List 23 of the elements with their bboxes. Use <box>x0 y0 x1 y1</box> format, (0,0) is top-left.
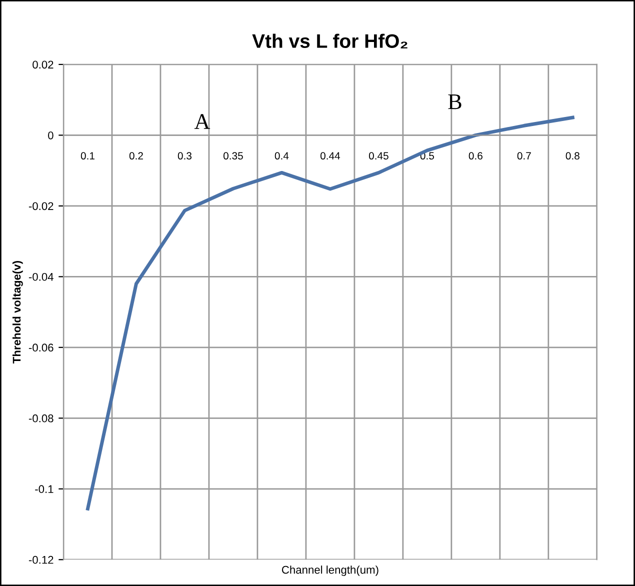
y-tick-label: 0 <box>48 131 54 140</box>
annotation: A <box>194 114 210 129</box>
y-tick-label: 0.02 <box>32 60 54 69</box>
y-tick-label: -0.08 <box>28 414 54 422</box>
x-tick-label: 0.6 <box>468 152 482 160</box>
x-tick-label: 0.44 <box>320 152 340 160</box>
y-tick-label: -0.04 <box>28 272 54 281</box>
x-tick-label: 0.45 <box>368 152 388 160</box>
chart-title: Vth vs L for HfO₂ <box>252 34 408 48</box>
x-tick-label: 0.35 <box>223 152 243 160</box>
y-tick-label: -0.02 <box>28 202 54 210</box>
x-tick-label: 0.8 <box>566 152 580 160</box>
y-tick-label: -0.1 <box>35 485 54 494</box>
x-axis-title: Channel length(um) <box>282 566 378 576</box>
x-tick-label: 0.4 <box>274 152 289 160</box>
x-tick-label: 0.1 <box>80 152 94 160</box>
y-tick-label: -0.06 <box>28 344 54 352</box>
y-tick-label: -0.12 <box>28 556 54 564</box>
y-axis-title: Threhold voltage(v) <box>12 261 23 364</box>
x-tick-label: 0.3 <box>178 152 192 160</box>
x-tick-label: 0.2 <box>129 152 143 160</box>
annotation: B <box>448 94 462 110</box>
x-tick-label: 0.7 <box>517 152 531 160</box>
